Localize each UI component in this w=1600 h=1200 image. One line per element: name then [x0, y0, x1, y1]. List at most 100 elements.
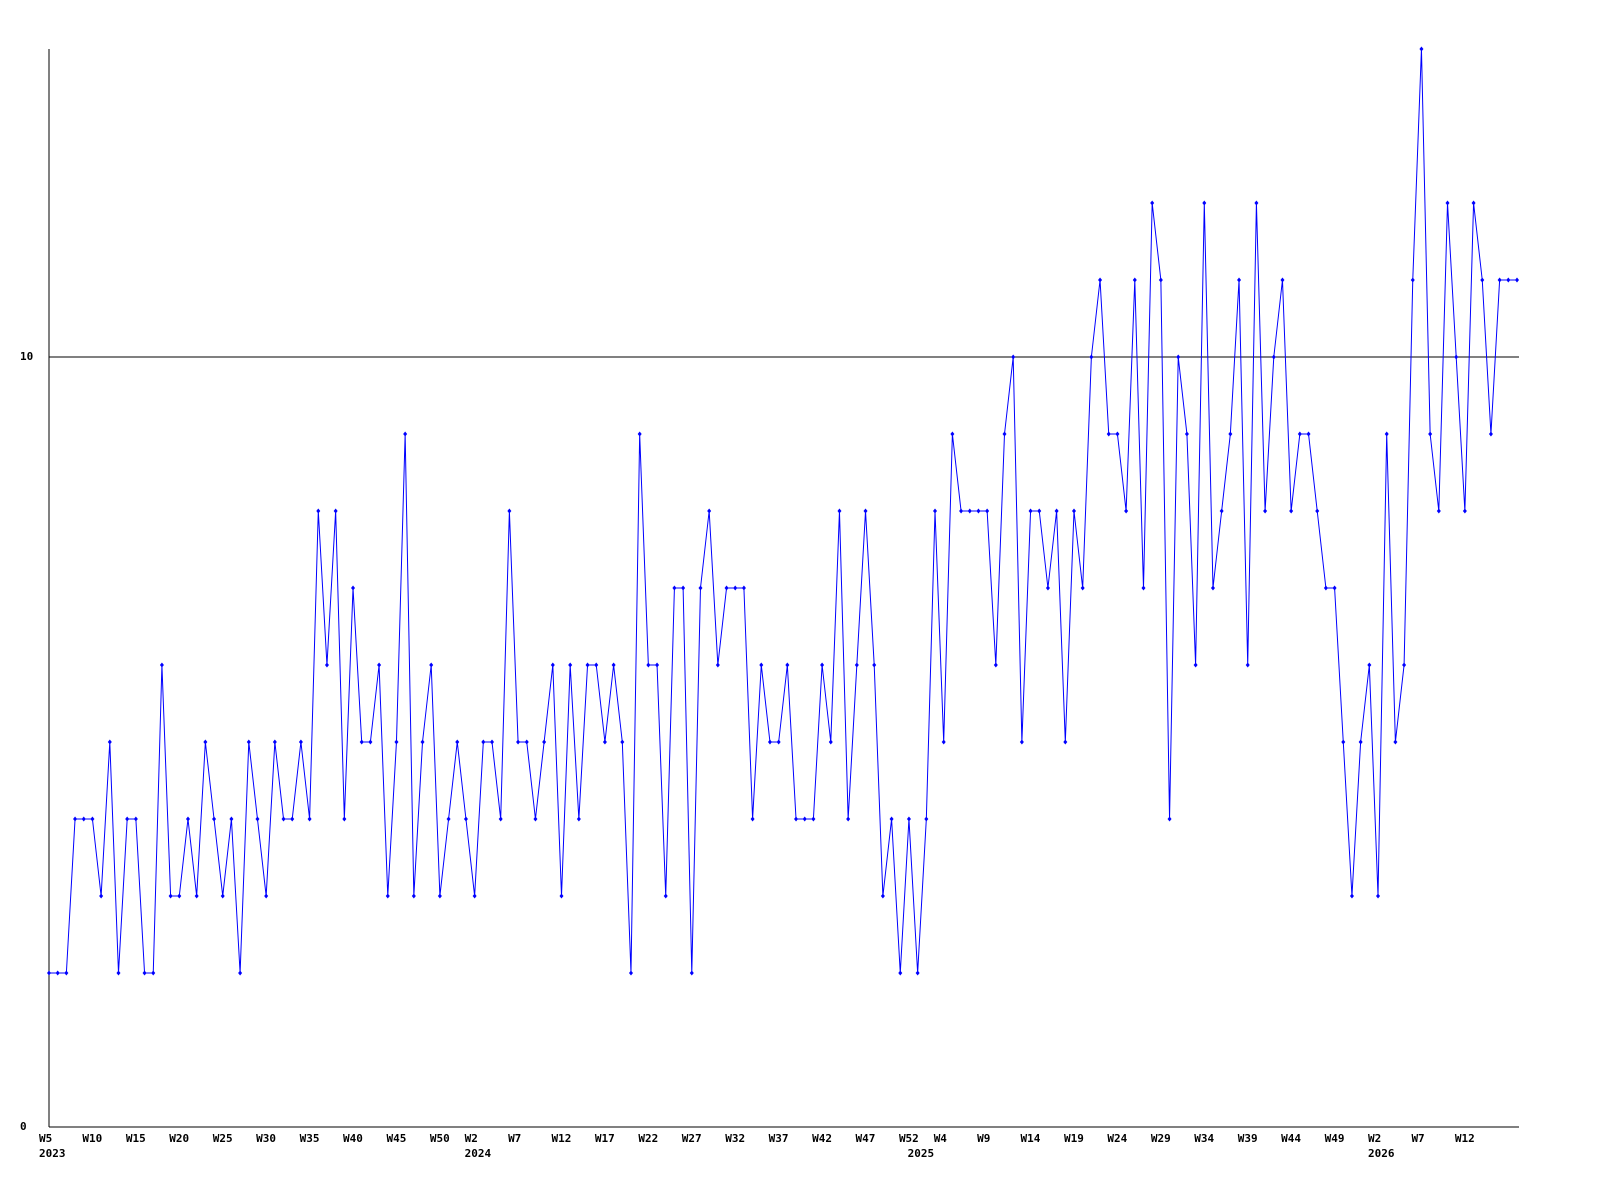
data-point: [1210, 585, 1215, 591]
y-tick-label: 10: [20, 350, 33, 363]
data-point: [611, 662, 616, 668]
x-tick-label: W47: [856, 1132, 876, 1145]
data-point: [1323, 585, 1328, 591]
data-point: [889, 816, 894, 822]
x-tick-label: W9: [977, 1132, 990, 1145]
data-point: [1011, 354, 1016, 360]
data-point: [655, 662, 660, 668]
data-point: [1184, 431, 1189, 437]
x-year-label: 2023: [39, 1147, 66, 1160]
data-point: [646, 662, 651, 668]
data-point: [811, 816, 816, 822]
data-point: [1089, 354, 1094, 360]
x-tick-label: W19: [1064, 1132, 1084, 1145]
data-point: [854, 662, 859, 668]
data-point: [941, 739, 946, 745]
data-point: [1071, 508, 1076, 514]
data-point: [1132, 277, 1137, 283]
data-point: [264, 893, 269, 899]
data-point: [542, 739, 547, 745]
data-point: [933, 508, 938, 514]
x-tick-label: W29: [1151, 1132, 1171, 1145]
data-point: [559, 893, 564, 899]
x-tick-label: W37: [769, 1132, 789, 1145]
data-point: [1019, 739, 1024, 745]
data-point: [863, 508, 868, 514]
data-point: [707, 508, 712, 514]
data-point: [47, 970, 51, 976]
data-point: [733, 585, 738, 591]
data-point: [1219, 508, 1224, 514]
x-tick-label: W24: [1107, 1132, 1127, 1145]
data-point: [99, 893, 104, 899]
data-point: [1297, 431, 1302, 437]
y-tick-label: 0: [20, 1120, 27, 1133]
x-tick-label: W10: [82, 1132, 102, 1145]
data-point: [281, 816, 286, 822]
data-point: [238, 970, 243, 976]
data-point: [663, 893, 668, 899]
data-point: [1315, 508, 1320, 514]
data-point: [602, 739, 607, 745]
data-point: [133, 816, 138, 822]
data-point: [420, 739, 425, 745]
data-point: [1028, 508, 1033, 514]
data-point: [950, 431, 955, 437]
data-point: [1497, 277, 1502, 283]
data-point: [1506, 277, 1511, 283]
data-point: [594, 662, 599, 668]
data-point: [1349, 893, 1354, 899]
x-tick-label: W52: [899, 1132, 919, 1145]
x-tick-label: W32: [725, 1132, 745, 1145]
data-point: [90, 816, 95, 822]
x-tick-label: W5: [39, 1132, 52, 1145]
data-point: [872, 662, 877, 668]
data-point: [1002, 431, 1007, 437]
data-point: [1045, 585, 1050, 591]
data-point: [229, 816, 234, 822]
data-point: [1462, 508, 1467, 514]
data-point: [1445, 200, 1450, 206]
data-point: [516, 739, 521, 745]
data-point: [1271, 354, 1276, 360]
data-point: [333, 508, 338, 514]
data-point: [55, 970, 60, 976]
data-point: [1480, 277, 1485, 283]
data-point: [368, 739, 373, 745]
data-point: [715, 662, 720, 668]
data-point: [1106, 431, 1111, 437]
data-point: [403, 431, 408, 437]
x-tick-label: W39: [1238, 1132, 1258, 1145]
data-point: [1410, 277, 1415, 283]
data-point: [1488, 431, 1493, 437]
data-point: [342, 816, 347, 822]
data-point: [159, 662, 164, 668]
data-point: [1150, 200, 1155, 206]
data-point: [628, 970, 633, 976]
data-point: [107, 739, 112, 745]
data-point: [220, 893, 225, 899]
data-point: [463, 816, 468, 822]
x-tick-label: W27: [682, 1132, 702, 1145]
data-point: [785, 662, 790, 668]
data-point: [846, 816, 851, 822]
data-point: [507, 508, 512, 514]
data-point: [1237, 277, 1242, 283]
data-point: [681, 585, 686, 591]
x-tick-label: W20: [169, 1132, 189, 1145]
data-point: [524, 739, 529, 745]
data-point: [1063, 739, 1068, 745]
x-tick-label: W7: [1411, 1132, 1424, 1145]
data-point: [1167, 816, 1172, 822]
data-point: [1202, 200, 1207, 206]
data-point: [142, 970, 147, 976]
x-tick-label: W2: [465, 1132, 478, 1145]
data-point: [151, 970, 156, 976]
data-point: [976, 508, 981, 514]
data-point: [429, 662, 434, 668]
data-point: [1037, 508, 1042, 514]
data-point: [1515, 277, 1519, 283]
data-point: [1193, 662, 1198, 668]
data-point: [1332, 585, 1337, 591]
